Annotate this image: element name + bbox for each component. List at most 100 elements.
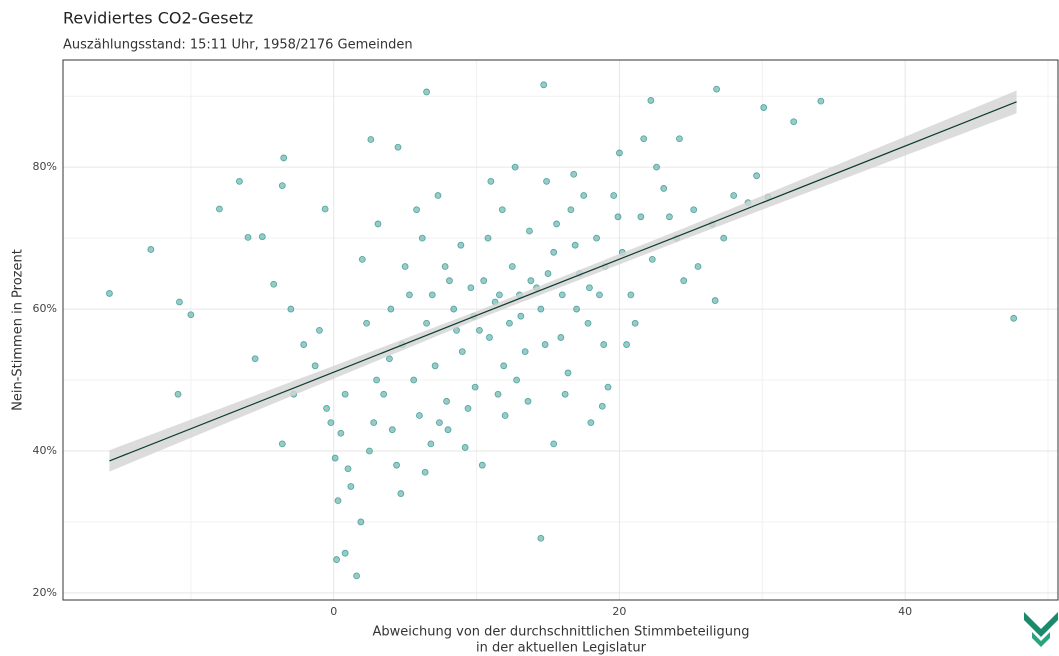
point [401,263,409,270]
point [331,454,339,462]
point [370,419,378,427]
point [441,263,449,270]
point [436,419,443,427]
point [527,277,535,285]
point [428,291,436,299]
point [580,192,588,199]
point [720,234,728,242]
point [471,383,479,391]
point [537,534,545,542]
regression-line [109,101,1017,462]
point [333,556,340,563]
point [106,290,113,297]
point [278,182,286,189]
point [176,298,183,306]
point [660,185,668,192]
point [480,277,488,285]
point [270,280,278,288]
point [251,355,259,363]
point [543,177,550,185]
point [323,405,330,412]
logo [1024,612,1058,647]
point [694,263,702,270]
point [341,390,349,398]
point [380,390,388,398]
point [421,468,429,476]
point [526,227,533,235]
point [501,412,509,419]
point [278,440,286,448]
point [321,205,329,213]
point [511,163,519,171]
point [570,170,578,178]
point [388,426,396,434]
point [406,291,413,299]
point [327,419,335,427]
point [486,334,493,341]
point [496,291,503,299]
point [567,206,575,214]
point [541,341,549,348]
point [418,234,426,242]
point [316,326,323,334]
chart-subtitle: Auszählungsstand: 15:11 Uhr, 1958/2176 G… [63,38,413,53]
point [494,390,502,398]
y-tick-label: 40% [33,444,57,457]
point [517,312,525,320]
point [561,390,569,398]
point [506,319,513,327]
point [287,305,295,313]
point [690,206,698,214]
point [394,143,402,151]
point [366,447,373,455]
point [558,291,566,299]
point [363,319,370,327]
point [461,444,469,451]
point [596,291,603,299]
point [730,192,738,199]
point [464,405,472,412]
point [444,426,452,434]
point [446,277,453,285]
point [423,88,430,96]
point [387,305,395,313]
point [584,319,592,327]
y-tick-label: 20% [33,586,57,599]
y-tick-label: 80% [33,160,57,173]
y-axis-label: Nein-Stimmen in Prozent [11,249,26,411]
point [423,319,430,327]
point [573,305,580,313]
point [647,97,655,104]
point [334,497,342,505]
point [258,233,266,241]
point [367,136,375,143]
point [498,206,506,214]
point [216,205,223,213]
point [571,241,579,249]
point [790,118,798,126]
point [500,362,508,370]
point [413,206,420,214]
point [410,376,418,384]
point [713,85,720,93]
point [478,461,486,469]
point [540,81,548,89]
point [311,362,319,370]
point [648,255,656,263]
point [600,341,608,348]
point [1010,314,1018,322]
point [443,397,450,405]
point [508,263,516,270]
x-axis-label: in der aktuellen Legislatur [476,641,647,656]
plot-area: 0 20 40 20% 40% 60% 80% [33,59,1059,618]
point [353,572,360,580]
point [300,341,308,348]
x-tick-label: 0 [330,605,337,618]
point [174,390,182,398]
point [484,234,492,242]
point [521,348,529,356]
point [373,376,380,384]
point [676,135,683,143]
point [358,255,366,263]
